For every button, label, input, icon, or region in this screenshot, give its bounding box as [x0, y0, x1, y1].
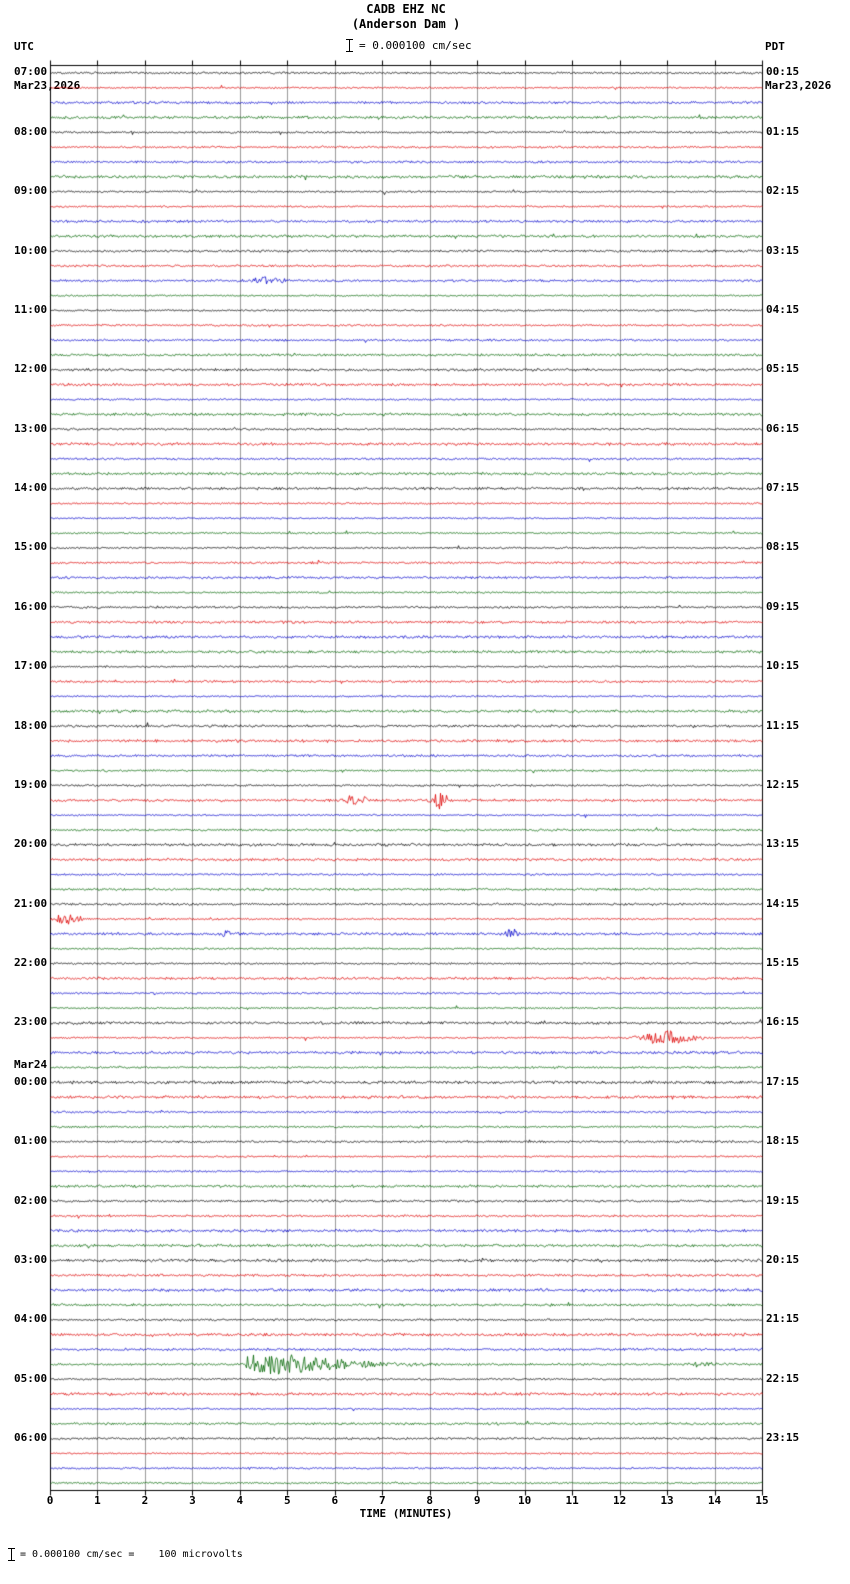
pdt-row-label: 04:15: [766, 302, 800, 316]
pdt-row-label: 01:15: [766, 124, 800, 138]
utc-row-label: 01:00: [14, 1134, 48, 1148]
utc-row-label: 18:00: [14, 718, 48, 732]
pdt-row-label: 16:15: [766, 1015, 800, 1029]
amplitude-scale-icon: [346, 39, 353, 52]
pdt-row-label: 03:15: [766, 243, 800, 257]
utc-row-label: 08:00: [14, 124, 48, 138]
pdt-row-label: 02:15: [766, 184, 800, 198]
footer-scale-text: = 0.000100 cm/sec = 100 microvolts: [20, 1549, 243, 1560]
x-tick-label: 5: [284, 1494, 291, 1507]
utc-row-label: 20:00: [14, 837, 48, 851]
footer-scale-line: = 0.000100 cm/sec = 100 microvolts: [8, 1548, 243, 1561]
pdt-row-label: 00:15: [766, 65, 800, 79]
x-tick-label: 8: [426, 1494, 434, 1507]
x-tick-label: 4: [236, 1494, 244, 1507]
pdt-row-label: 11:15: [766, 718, 800, 732]
pdt-corner-block: PDT Mar23,2026: [765, 14, 831, 118]
x-tick-label: 12: [612, 1494, 627, 1507]
utc-row-label: 13:00: [14, 421, 48, 435]
pdt-row-label: 23:15: [766, 1431, 800, 1445]
pdt-row-label: 22:15: [766, 1371, 800, 1385]
x-tick-label: 7: [378, 1494, 386, 1507]
pdt-row-label: 06:15: [766, 421, 800, 435]
station-title: CADB EHZ NC: [366, 2, 446, 16]
pdt-row-label: 19:15: [766, 1193, 800, 1207]
utc-row-label: 00:00: [14, 1074, 48, 1088]
x-tick-label: 13: [660, 1494, 674, 1507]
x-tick-label: 3: [189, 1494, 196, 1507]
x-axis-title: TIME (MINUTES): [359, 1507, 453, 1520]
station-subtitle: (Anderson Dam ): [351, 17, 461, 31]
utc-row-label: 19:00: [14, 777, 48, 791]
utc-timezone-label: UTC: [14, 40, 34, 53]
utc-row-label: 02:00: [14, 1193, 48, 1207]
utc-row-label: 05:00: [14, 1371, 48, 1385]
utc-row-label: 09:00: [14, 184, 48, 198]
pdt-row-label: 20:15: [766, 1252, 800, 1266]
x-tick-label: 2: [141, 1494, 149, 1507]
pdt-row-label: 21:15: [766, 1312, 800, 1326]
footer-scale-icon: [8, 1548, 15, 1561]
pdt-row-label: 09:15: [766, 599, 800, 613]
pdt-row-label: 08:15: [766, 540, 800, 554]
utc-row-label: 10:00: [14, 243, 48, 257]
utc-row-label: 17:00: [14, 659, 48, 673]
utc-row-label: 04:00: [14, 1312, 48, 1326]
utc-row-label: 22:00: [14, 956, 48, 970]
title-block: CADB EHZ NC (Anderson Dam ): [50, 2, 762, 32]
utc-rollover-date-label: Mar24: [14, 1057, 48, 1071]
pdt-row-label: 10:15: [766, 659, 800, 673]
helicorder-canvas: [44, 57, 768, 1499]
utc-row-label: 23:00: [14, 1015, 48, 1029]
utc-row-label: 14:00: [14, 481, 48, 495]
amplitude-scale-line: = 0.000100 cm/sec: [346, 39, 472, 52]
pdt-row-label: 14:15: [766, 896, 800, 910]
utc-row-label: 16:00: [14, 599, 48, 613]
utc-row-label: 07:00: [14, 65, 48, 79]
x-tick-label: 11: [565, 1494, 579, 1507]
x-tick-label: 9: [473, 1494, 481, 1507]
utc-row-label: 21:00: [14, 896, 48, 910]
utc-row-label: 03:00: [14, 1252, 48, 1266]
pdt-row-label: 12:15: [766, 777, 800, 791]
pdt-row-label: 05:15: [766, 362, 800, 376]
utc-row-label: 11:00: [14, 302, 48, 316]
utc-row-label: 06:00: [14, 1431, 48, 1445]
utc-row-label: 15:00: [14, 540, 48, 554]
x-tick-label: 0: [46, 1494, 54, 1507]
pdt-row-label: 15:15: [766, 956, 800, 970]
pdt-row-label: 17:15: [766, 1074, 800, 1088]
x-tick-label: 10: [518, 1494, 532, 1507]
pdt-row-label: 13:15: [766, 837, 800, 851]
pdt-row-label: 18:15: [766, 1134, 800, 1148]
utc-row-label: 12:00: [14, 362, 48, 376]
x-tick-label: 1: [94, 1494, 101, 1507]
amplitude-scale-text: = 0.000100 cm/sec: [359, 39, 472, 52]
x-tick-label: 6: [331, 1494, 339, 1507]
pdt-row-label: 07:15: [766, 481, 800, 495]
x-tick-label: 14: [707, 1494, 722, 1507]
pdt-date-label: Mar23,2026: [765, 79, 832, 92]
x-tick-label: 15: [755, 1494, 769, 1507]
pdt-timezone-label: PDT: [765, 40, 785, 53]
